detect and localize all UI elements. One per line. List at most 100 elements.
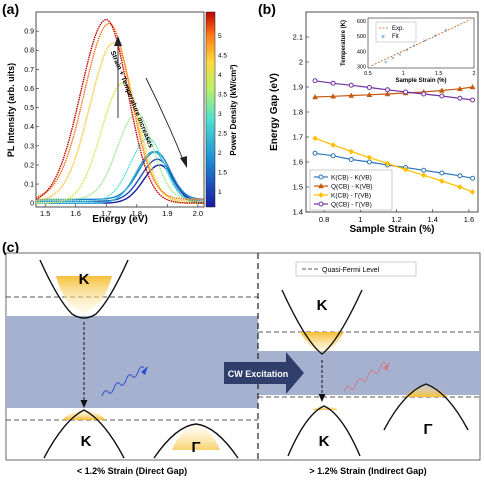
- panel-a-ytick-label: 0.8: [24, 48, 34, 55]
- inset-ticks: 0.5 1 1.5 2 300 400 500 600: [357, 19, 476, 77]
- inset-ytick-label: 400: [357, 49, 366, 55]
- left-vb-k-band: [43, 409, 125, 459]
- panel-c-legend-label: Quasi-Fermi Level: [322, 267, 380, 274]
- series-point-marker: [366, 154, 373, 161]
- panel-b-ylabel: Energy Gap (eV): [269, 73, 280, 151]
- series-point-marker: [438, 87, 445, 93]
- inset-data-point: ×: [423, 39, 426, 45]
- panel-b-ytick-label: 1.4: [293, 208, 303, 217]
- panel-a-label: (a): [2, 1, 19, 17]
- panel-a-ytick-label: 0.7: [24, 67, 34, 74]
- left-vb-gamma-band: [153, 423, 239, 459]
- series-point-marker: [330, 142, 336, 148]
- inset-legend-fit-marker-icon: ×: [381, 34, 385, 41]
- panel-a-ytick-label: 0.5: [24, 105, 34, 112]
- panel-a-xtick-label: 1.6: [70, 209, 80, 218]
- panel-b-legend-items: K(CB) - K(VB) Q(CB) - K(VB) K(CB) - Γ(VB) Q…: [314, 174, 373, 209]
- trend-arrow-icon: [114, 36, 122, 46]
- series-point-marker: [457, 95, 463, 101]
- panel-b-ytick-label: 1.9: [293, 83, 303, 92]
- panel-a-spectra: [35, 19, 204, 204]
- pl-spectrum-line: [36, 112, 204, 201]
- panel-a-xtick-label: 1.5: [40, 209, 50, 218]
- panel-b-xtick-label: 1.4: [428, 215, 438, 224]
- inset-marks: × × × × × × × ×: [371, 19, 471, 67]
- colorbar-tick-label: 5: [218, 33, 222, 40]
- legend-entry-label: Q(CB) - K(VB): [331, 184, 373, 191]
- panel-b-ytick-label: 2: [299, 58, 303, 67]
- legend-entry-label: K(CB) - Γ(VB): [331, 193, 371, 200]
- left-transition-arrow-icon: [80, 400, 88, 408]
- left-cb-k-band: [39, 259, 129, 319]
- left-cb-k-label: K: [79, 271, 90, 288]
- inset-ytick-label: 600: [357, 19, 366, 25]
- left-vb-k-label: K: [81, 433, 92, 450]
- panel-a-x-ticks: 1.5 1.6 1.7 1.8 1.9 2.0: [40, 204, 203, 218]
- series-point-marker: [330, 93, 337, 99]
- panel-a-xtick-label: 2.0: [193, 209, 203, 218]
- series-point-marker: [348, 148, 355, 155]
- series-line: [314, 137, 473, 193]
- panel-b-xtick-label: 0.8: [319, 215, 329, 224]
- colorbar-tick-label: 2.5: [218, 130, 227, 137]
- inset-data-point: ×: [444, 28, 447, 34]
- panel-a-ytick-label: 0.6: [24, 86, 34, 93]
- colorbar-tick-label: 4.5: [218, 52, 227, 59]
- panel-b-label: (b): [258, 1, 276, 17]
- panel-b-ytick-label: 1.5: [293, 183, 303, 192]
- series-point-marker: [318, 192, 324, 198]
- panel-b-ytick-label: 2.1: [293, 33, 303, 42]
- panel-b-series: [312, 78, 476, 195]
- panel-b-y-ticks: 1.4 1.5 1.6 1.7 1.8 1.9 2 2.1: [293, 33, 309, 217]
- panel-a-ytick-label: 0.1: [24, 182, 34, 189]
- inset-ytick-label: 500: [357, 34, 366, 40]
- panel-a-ytick-label: 0.2: [24, 162, 34, 169]
- right-cb-k-label: K: [317, 297, 328, 314]
- panel-b-ytick-label: 1.7: [293, 133, 303, 142]
- cw-excitation-arrow-icon: [224, 352, 304, 394]
- series-point-marker: [330, 153, 336, 159]
- right-photon-head-icon: [383, 362, 390, 371]
- right-vb-k-band: [287, 405, 361, 457]
- inset-ylabel: Temperature (K): [341, 20, 347, 66]
- pl-spectrum-line: [36, 81, 204, 204]
- series-point-marker: [318, 174, 324, 180]
- series-point-marker: [403, 89, 409, 95]
- series-point-marker: [312, 150, 318, 156]
- series-point-marker: [421, 91, 427, 97]
- inset-data-point: ×: [434, 33, 437, 39]
- panel-a-xtick-label: 1.7: [101, 209, 111, 218]
- right-cb-electron-fill: [300, 332, 344, 354]
- panel-b-x-ticks: 0.8 1 1.2 1.4 1.6: [319, 209, 474, 224]
- panel-a-xtick-label: 1.8: [132, 209, 142, 218]
- panel-a-xtick-label: 1.9: [162, 209, 172, 218]
- left-cb-electron-fill: [56, 276, 112, 313]
- panel-b-xtick-label: 1: [358, 215, 362, 224]
- pl-spectrum-line: [35, 19, 204, 204]
- colorbar-ticks: 5 4.5 4 3.5 3 2.5 2 1.5 1: [218, 33, 227, 196]
- panel-a-ytick-label: 0.4: [24, 124, 34, 131]
- series-point-marker: [457, 173, 463, 179]
- series-point-marker: [312, 135, 318, 142]
- inset-fit-line: [371, 19, 471, 67]
- right-vb-gamma-fill: [404, 384, 448, 397]
- panel-a: (a) 00.10.20.30.40.50.60.70.80.9 1.5 1.6 1…: [2, 1, 238, 225]
- colorbar-tick-label: 1.5: [218, 169, 227, 176]
- series-point-marker: [366, 85, 372, 90]
- series-point-marker: [420, 172, 427, 179]
- right-photon-icon: [343, 362, 387, 393]
- panel-c-legend: [295, 261, 417, 277]
- colorbar-tick-label: 1: [218, 189, 222, 196]
- legend-entry-label: K(CB) - K(VB): [331, 175, 372, 182]
- series-point-marker: [470, 97, 476, 103]
- left-photon-head-icon: [141, 366, 148, 375]
- series-point-marker: [421, 167, 427, 173]
- pl-spectrum-line: [36, 150, 204, 204]
- inset-ytick-label: 300: [357, 64, 366, 70]
- panel-b-ytick-label: 1.6: [293, 158, 303, 167]
- left-caption: < 1.2% Strain (Direct Gap): [77, 466, 187, 476]
- colorbar-tick-label: 4: [218, 72, 222, 79]
- panel-b-ytick-label: 1.8: [293, 108, 303, 117]
- direct-gap-band: [6, 316, 258, 408]
